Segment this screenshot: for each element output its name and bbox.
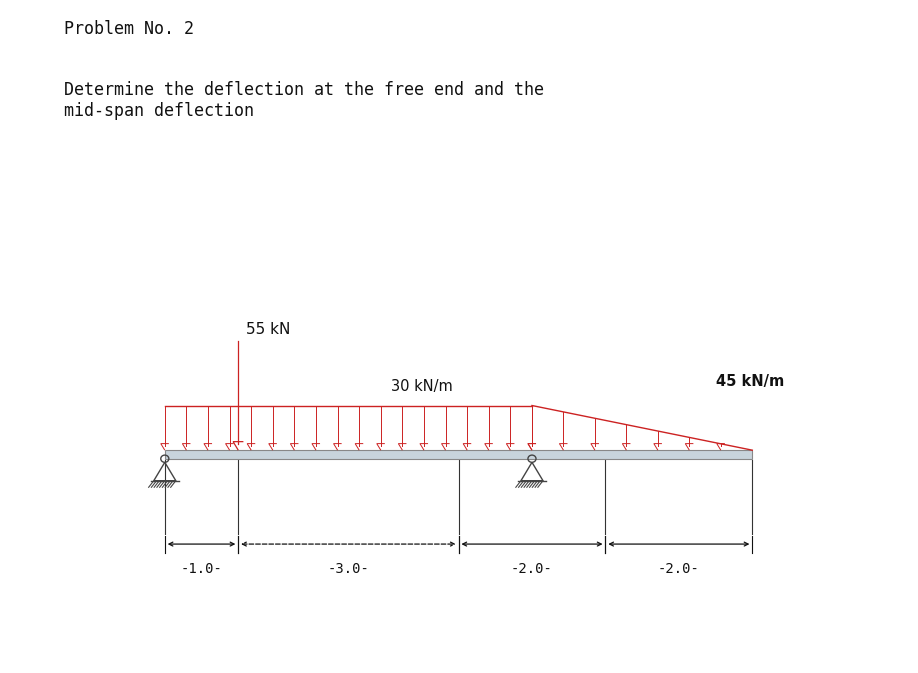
Polygon shape <box>165 450 752 459</box>
Text: -3.0-: -3.0- <box>328 563 369 577</box>
Text: 45 kN/m: 45 kN/m <box>715 374 784 389</box>
Text: Problem No. 2: Problem No. 2 <box>64 20 195 38</box>
Text: -2.0-: -2.0- <box>658 563 700 577</box>
Text: 55 kN: 55 kN <box>246 322 290 337</box>
Text: -2.0-: -2.0- <box>511 563 553 577</box>
Text: 30 kN/m: 30 kN/m <box>391 379 453 394</box>
Text: -1.0-: -1.0- <box>181 563 222 577</box>
Text: Determine the deflection at the free end and the
mid-span deflection: Determine the deflection at the free end… <box>64 81 544 120</box>
